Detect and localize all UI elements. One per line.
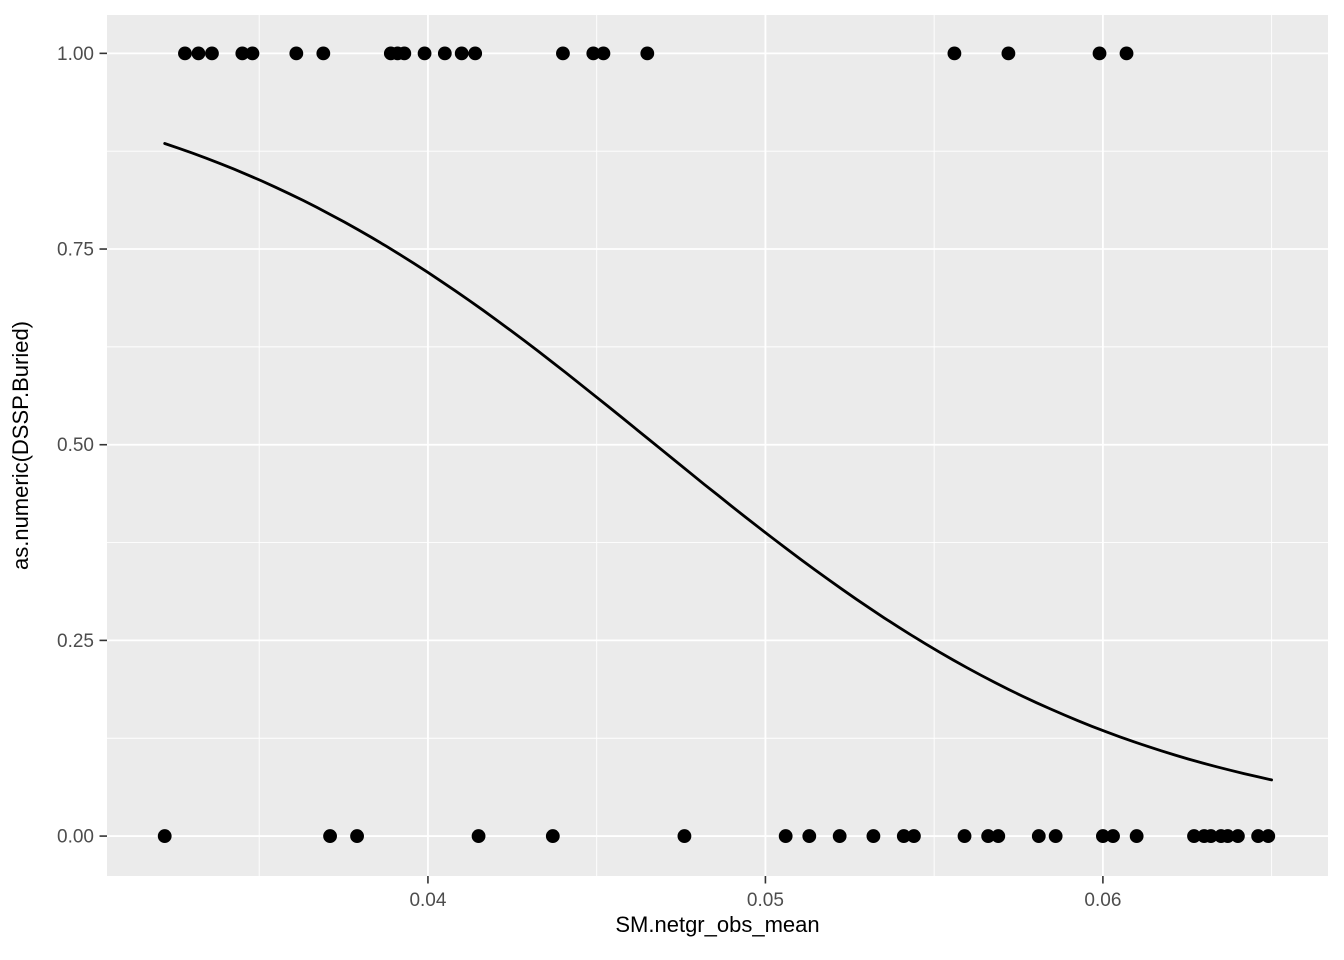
- data-point: [437, 46, 452, 61]
- data-point: [866, 829, 881, 843]
- x-tick-label: 0.05: [747, 890, 784, 911]
- data-point: [205, 46, 219, 61]
- y-axis-title: as.numeric(DSSP.Buried): [8, 321, 33, 570]
- data-point: [677, 829, 692, 843]
- data-point: [832, 829, 847, 843]
- data-point: [1230, 829, 1245, 843]
- data-point: [245, 46, 260, 61]
- y-tick-label: 0.50: [57, 435, 94, 456]
- data-point: [1129, 829, 1144, 843]
- data-point: [991, 829, 1006, 843]
- data-point: [289, 46, 304, 61]
- x-tick-label: 0.06: [1084, 890, 1121, 911]
- data-point: [1092, 46, 1107, 61]
- data-point: [454, 46, 469, 61]
- data-point: [545, 829, 560, 843]
- data-point: [778, 829, 793, 843]
- data-point: [957, 829, 972, 843]
- data-point: [1031, 829, 1046, 843]
- y-tick-label: 1.00: [57, 44, 94, 65]
- data-point: [802, 829, 817, 843]
- data-layer: [157, 46, 1276, 843]
- x-tick-label: 0.04: [409, 890, 446, 911]
- data-point: [907, 829, 921, 843]
- y-tick-label: 0.25: [57, 631, 94, 652]
- data-point: [1261, 829, 1276, 843]
- data-point: [178, 46, 192, 61]
- data-point: [586, 46, 601, 61]
- data-point: [1048, 829, 1063, 843]
- data-point: [316, 46, 331, 61]
- data-point: [1119, 46, 1134, 61]
- data-point: [556, 46, 570, 61]
- data-point: [640, 46, 655, 61]
- smooth-curve: [163, 142, 1273, 782]
- data-point: [235, 46, 250, 61]
- data-point: [323, 829, 337, 843]
- gridlines: [107, 15, 1328, 876]
- data-point: [1096, 829, 1110, 843]
- data-point: [896, 829, 911, 843]
- y-tick-label: 0.75: [57, 240, 94, 261]
- data-point: [1001, 46, 1016, 61]
- data-point: [350, 829, 364, 843]
- data-point: [947, 46, 962, 61]
- data-point: [981, 829, 996, 843]
- data-point: [471, 829, 486, 843]
- data-point: [191, 46, 206, 61]
- y-tick-label: 0.00: [57, 827, 94, 848]
- data-point: [417, 46, 432, 61]
- data-point: [1203, 829, 1218, 843]
- data-point: [157, 829, 172, 843]
- data-point: [1187, 829, 1201, 843]
- data-point: [397, 46, 412, 61]
- x-axis-title: SM.netgr_obs_mean: [615, 912, 819, 937]
- data-point: [1251, 829, 1266, 843]
- data-point: [596, 46, 611, 61]
- axis-ticks: 0.04 0.05 0.06 0.00 0.25 0.50 0.75 1.00: [57, 44, 1121, 911]
- data-point: [468, 46, 483, 61]
- data-point: [1106, 829, 1120, 843]
- data-point: [1220, 829, 1235, 843]
